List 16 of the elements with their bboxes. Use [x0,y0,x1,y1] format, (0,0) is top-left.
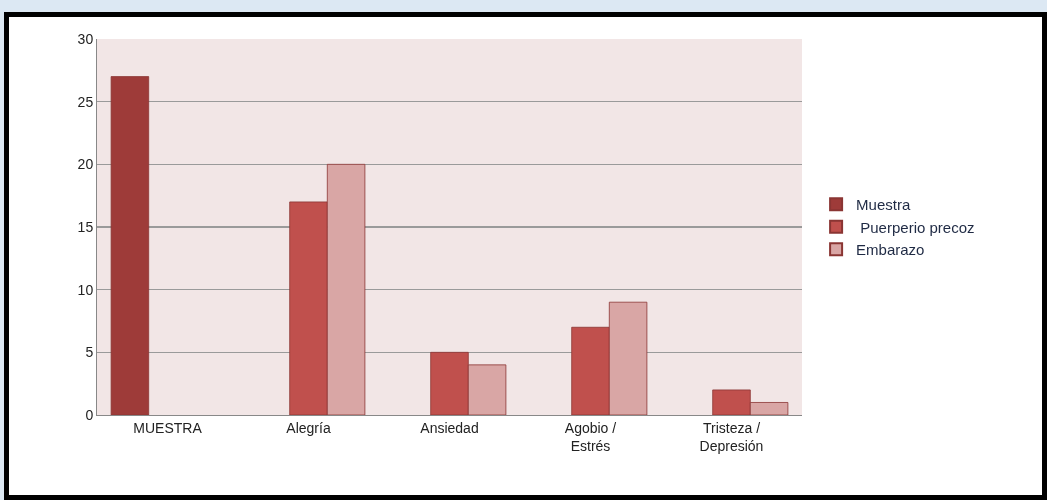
legend-label: Embarazo [856,241,925,259]
y-tick-label: 5 [85,344,94,361]
x-tick-label: Ansiedad [420,419,479,436]
y-tick-label: 20 [77,156,94,173]
x-tick-label: Alegría [286,419,331,436]
legend-label: Puerperio precoz [856,218,975,236]
y-tick-label: 10 [77,281,94,298]
x-tick-label: Agobio / Estrés [564,419,617,454]
y-tick-label: 25 [77,93,94,110]
y-tick-label: 30 [77,30,94,47]
x-tick-label: Tristeza / Depresión [699,419,764,454]
x-tick-label: MUESTRA [133,419,203,436]
y-tick-label: 15 [77,218,94,235]
y-tick-label: 0 [85,406,94,423]
legend-label: Muestra [856,196,911,214]
bar [110,76,150,415]
